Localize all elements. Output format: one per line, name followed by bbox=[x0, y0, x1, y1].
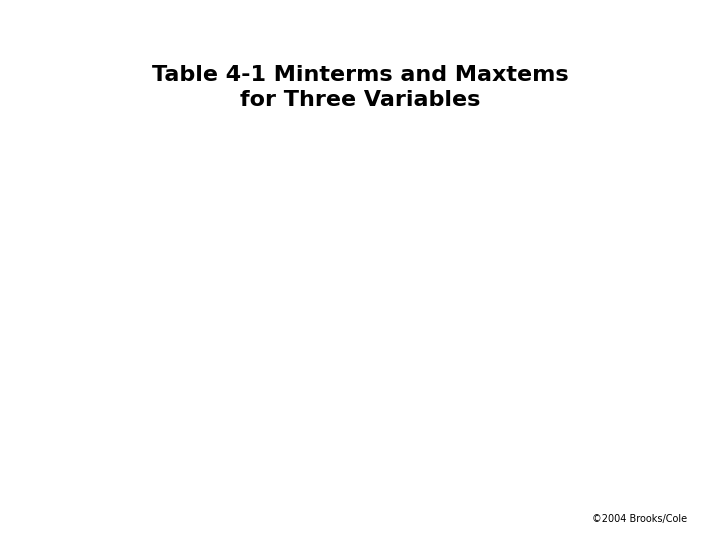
Text: ©2004 Brooks/Cole: ©2004 Brooks/Cole bbox=[593, 514, 688, 524]
Text: Table 4-1 Minterms and Maxtems
for Three Variables: Table 4-1 Minterms and Maxtems for Three… bbox=[152, 65, 568, 110]
